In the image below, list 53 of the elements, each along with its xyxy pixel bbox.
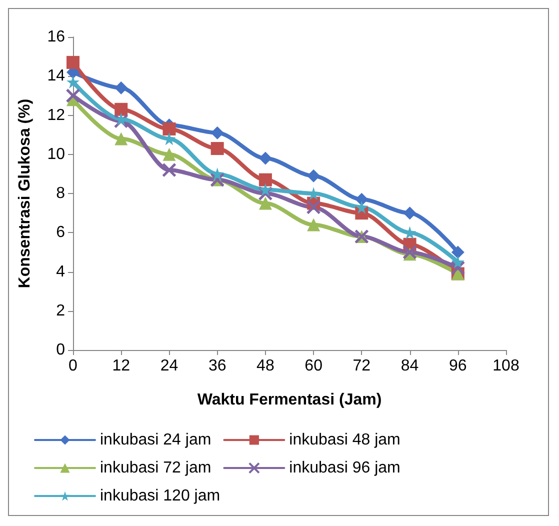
legend-label: inkubasi 72 jam	[100, 460, 212, 476]
point	[403, 206, 416, 220]
point	[306, 200, 321, 214]
y-tick-label: 16	[47, 28, 66, 46]
point	[66, 88, 80, 103]
y-tick-label: 0	[56, 342, 66, 358]
point	[258, 196, 272, 210]
point	[114, 102, 128, 116]
point	[162, 148, 176, 161]
y-tick-label: 14	[47, 68, 66, 85]
y-tick-label: 2	[56, 302, 66, 320]
x-tick-label: 0	[68, 358, 78, 374]
point	[307, 169, 320, 182]
point	[402, 244, 418, 260]
point	[114, 132, 128, 146]
point	[355, 192, 368, 206]
x-tick-label: 96	[448, 358, 467, 374]
point	[114, 81, 128, 94]
y-tick-label: 4	[56, 263, 66, 280]
x-tick-label: 12	[112, 358, 130, 374]
point	[355, 200, 368, 214]
y-tick-label: 12	[47, 106, 66, 124]
y-tick-label: 6	[56, 224, 66, 242]
point	[66, 75, 80, 88]
x-tick-label: 84	[400, 358, 419, 374]
legend-label: inkubasi 96 jam	[289, 460, 400, 476]
legend-label: inkubasi 48 jam	[289, 432, 400, 448]
x-tick-label: 36	[208, 358, 226, 374]
x-tick-label: 24	[160, 358, 178, 374]
point	[258, 186, 273, 201]
y-axis-title: Konsentrasi Glukosa (%)	[16, 98, 34, 288]
point	[210, 126, 224, 140]
point	[162, 162, 176, 178]
point	[307, 218, 320, 232]
point	[210, 167, 224, 180]
x-tick-label: 108	[492, 358, 520, 374]
point	[451, 246, 464, 259]
point	[162, 122, 176, 136]
legend-label: inkubasi 24 jam	[100, 432, 212, 448]
x-tick-label: 60	[304, 358, 323, 374]
point	[450, 260, 466, 276]
x-tick-label: 72	[352, 358, 371, 374]
legend-label: inkubasi 120 jam	[100, 488, 220, 504]
y-tick-label: 8	[56, 185, 66, 202]
point	[66, 56, 80, 69]
point	[258, 173, 272, 186]
x-tick-label: 48	[256, 358, 274, 374]
y-tick-label: 10	[47, 146, 66, 163]
point	[210, 142, 224, 156]
point	[258, 152, 272, 165]
point	[258, 183, 272, 196]
x-axis-title: Waktu Fermentasi (Jam)	[197, 392, 382, 408]
point	[451, 255, 464, 268]
